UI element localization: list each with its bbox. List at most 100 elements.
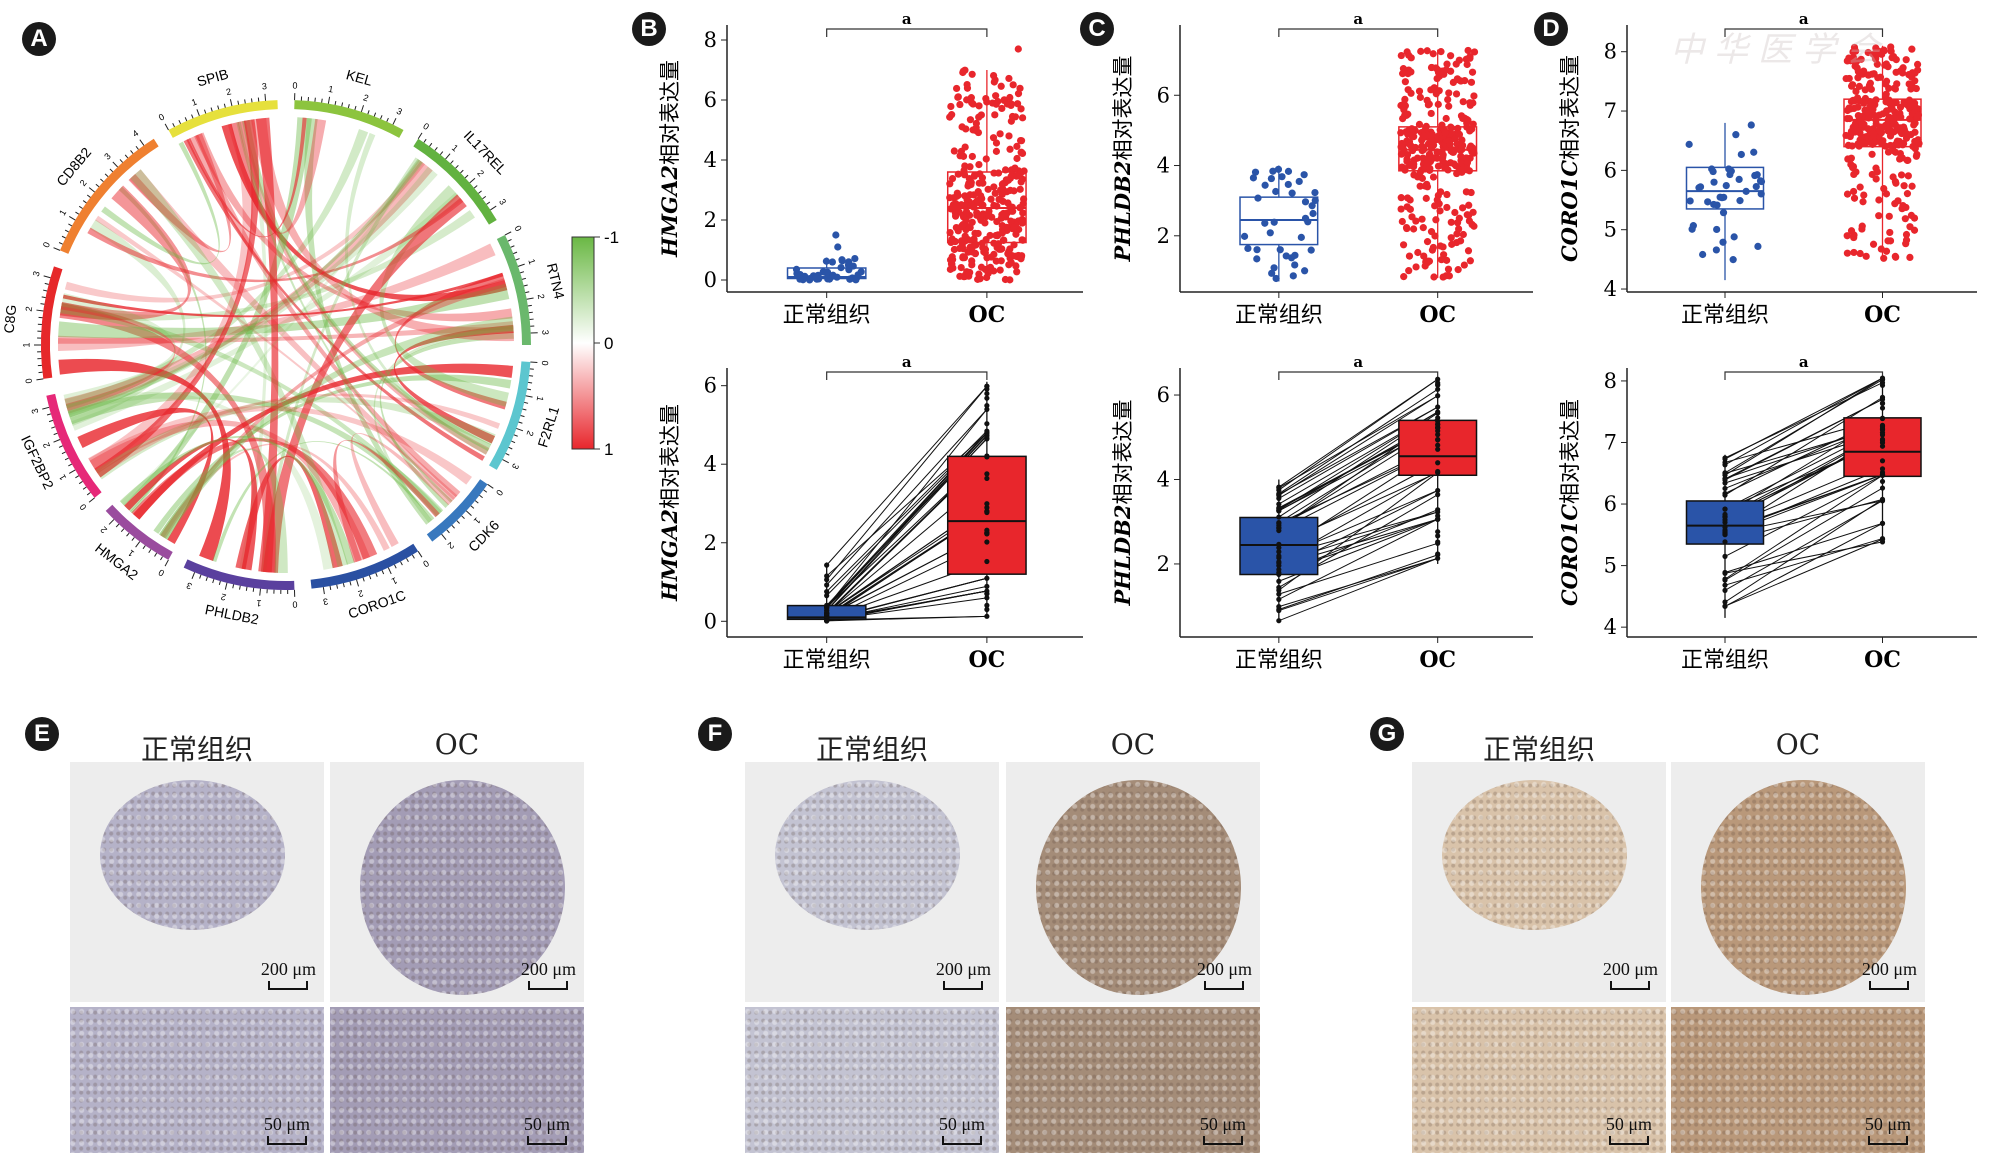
axis-tick	[513, 434, 518, 437]
significance-bracket	[826, 371, 988, 380]
data-point	[1913, 60, 1922, 68]
axis-tick-label: 1	[472, 516, 483, 526]
data-point	[1879, 485, 1886, 491]
data-point	[975, 102, 983, 110]
axis-tick	[199, 574, 202, 579]
data-point	[978, 174, 987, 182]
paired-line	[1278, 542, 1438, 595]
data-point	[1737, 150, 1745, 159]
data-point	[984, 475, 990, 482]
scale-bar-line	[1608, 1136, 1649, 1145]
axis-tick-label: 0	[78, 502, 89, 512]
axis-tick	[524, 401, 529, 404]
data-point	[1400, 164, 1408, 172]
correlation-ribbon	[255, 117, 279, 573]
data-point	[977, 216, 985, 224]
y-tick-label: 4	[1157, 154, 1170, 178]
axis-tick	[196, 109, 200, 116]
data-point	[1454, 266, 1462, 274]
axis-tick	[487, 483, 494, 489]
data-point	[1879, 415, 1886, 421]
axis-tick	[516, 427, 524, 432]
data-point	[1856, 183, 1864, 191]
scale-bar-line	[1204, 981, 1245, 990]
axis-tick	[68, 469, 76, 474]
data-point	[1729, 256, 1737, 264]
data-point	[1886, 237, 1895, 245]
axis-tick	[527, 304, 532, 307]
boxplot-c-paired: 2 4 6 正常组织 OC PHLDB2相对表达量 a	[1110, 353, 1533, 673]
data-point	[1847, 127, 1856, 135]
data-point	[1415, 120, 1424, 128]
axis-tick	[239, 585, 241, 590]
data-point	[1882, 247, 1891, 255]
data-point	[1686, 197, 1694, 205]
sector-label: IGF2BP2	[18, 433, 57, 492]
axis-tick	[68, 223, 73, 227]
data-point	[1843, 249, 1852, 257]
correlation-ribbon	[67, 392, 444, 517]
data-point	[1443, 203, 1451, 212]
y-axis-label-text: 相对表达量	[658, 60, 682, 165]
data-point	[1406, 205, 1414, 213]
axis-tick-label: 2	[362, 92, 370, 103]
data-point	[984, 595, 990, 601]
data-point	[1447, 234, 1455, 242]
data-point	[1468, 220, 1476, 229]
axis-tick-label: 3	[102, 151, 113, 162]
axis-tick	[58, 445, 63, 448]
axis-tick	[511, 440, 516, 444]
axis-tick	[520, 415, 525, 418]
column-header-oc: OC	[434, 728, 480, 761]
correlation-ribbon	[94, 119, 260, 478]
data-point	[1886, 132, 1895, 140]
significance-label: a	[1799, 10, 1809, 28]
x-tick-label: 正常组织	[1235, 303, 1323, 328]
data-point	[1309, 209, 1317, 218]
data-point	[1858, 225, 1866, 233]
data-point	[966, 223, 974, 232]
panel-label-g: G	[1370, 717, 1404, 751]
data-point	[1405, 252, 1414, 260]
axis-tick-label: 2	[446, 540, 456, 551]
axis-tick	[88, 497, 95, 503]
axis-tick	[465, 510, 472, 516]
data-point	[1879, 123, 1887, 131]
data-point	[1444, 95, 1452, 104]
data-point	[1444, 265, 1453, 273]
data-point	[1889, 115, 1897, 123]
scale-bar-line	[526, 1136, 567, 1145]
axis-tick	[135, 541, 141, 548]
axis-tick	[42, 406, 50, 410]
axis-tick	[523, 284, 528, 287]
panel-label-d: D	[1534, 12, 1568, 46]
axis-tick	[139, 139, 145, 146]
data-point	[1736, 197, 1744, 205]
data-point	[1843, 190, 1852, 198]
axis-tick	[75, 475, 80, 479]
correlation-ribbon	[393, 324, 514, 444]
data-point	[947, 205, 955, 213]
data-point	[1261, 219, 1269, 227]
scale-bar-label: 200 μm	[1196, 959, 1252, 979]
data-point	[984, 588, 990, 594]
data-point	[1416, 182, 1424, 190]
axis-tick-label: 2	[475, 168, 486, 178]
scale-bar-line	[266, 1136, 307, 1145]
data-point	[1685, 140, 1693, 148]
data-point	[1843, 57, 1851, 65]
data-point	[1289, 272, 1297, 280]
scale-bar-200: 200 μm	[1603, 959, 1658, 990]
data-point	[1428, 246, 1437, 254]
data-point	[956, 152, 964, 160]
data-point	[1459, 98, 1467, 106]
data-point	[973, 209, 981, 217]
data-point	[1852, 87, 1860, 95]
axis-tick	[43, 289, 48, 292]
sector-arc-phldb2	[183, 559, 295, 590]
data-point	[1272, 274, 1280, 283]
axis-tick	[347, 104, 350, 109]
boxplot-d-paired: 4 5 6 7 8 正常组织 OC CORO1C相对表达量 a	[1557, 353, 1977, 673]
data-point	[1882, 60, 1891, 68]
paired-line	[1278, 557, 1438, 608]
